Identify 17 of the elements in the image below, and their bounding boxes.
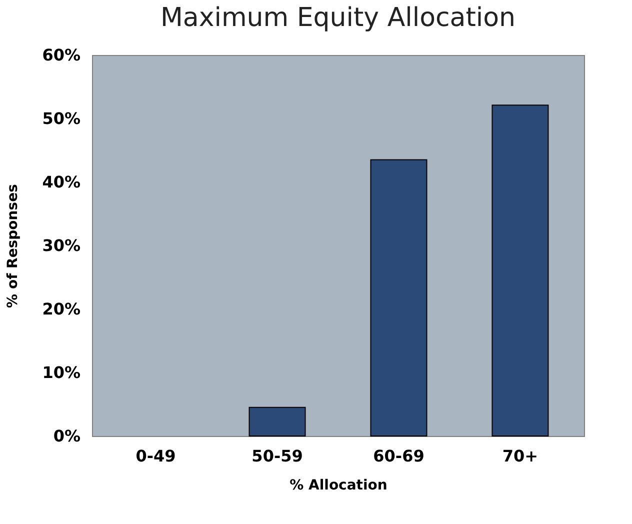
y-tick-label: 40% (42, 172, 80, 192)
x-tick-label: 70+ (502, 446, 538, 466)
y-tick-label: 30% (42, 236, 80, 255)
bar (492, 104, 549, 436)
bar (248, 406, 306, 436)
y-axis-title: % of Responses (5, 184, 22, 308)
chart-title: Maximum Equity Allocation (160, 3, 516, 33)
y-tick-label: 50% (42, 109, 80, 128)
x-tick-label: 0-49 (136, 446, 176, 466)
x-tick-label: 50-59 (252, 446, 303, 466)
y-tick-label: 20% (42, 300, 80, 318)
x-tick-label: 60-69 (373, 446, 424, 466)
y-tick-label: 10% (42, 363, 80, 382)
y-tick-label: 0% (53, 426, 80, 446)
x-axis-title: % Allocation (290, 478, 388, 494)
y-tick-label: 60% (42, 46, 80, 64)
bar (370, 159, 428, 436)
